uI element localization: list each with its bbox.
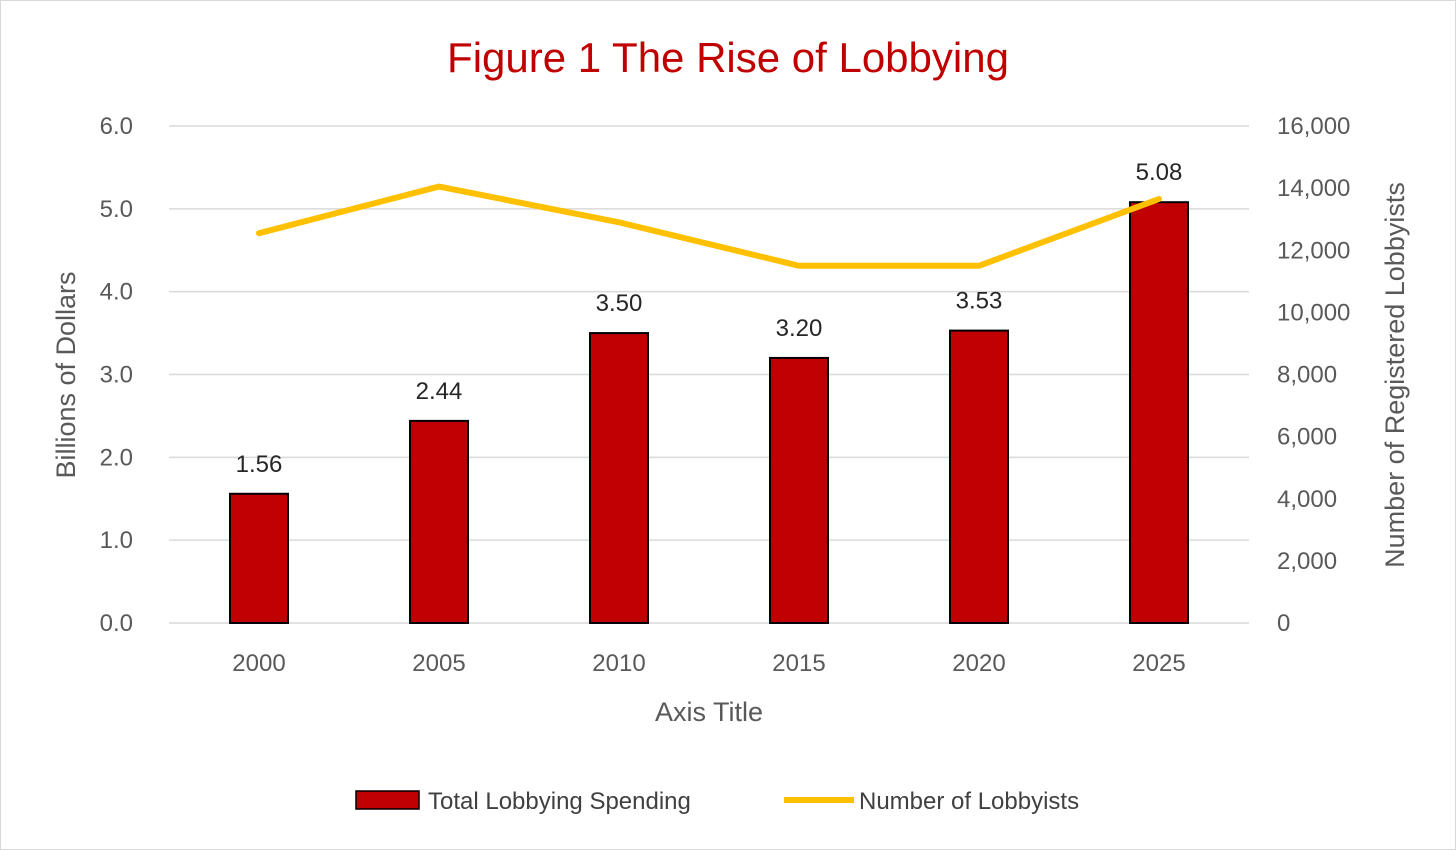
legend-label-lobbyists: Number of Lobbyists [859,788,1079,815]
y-tick-label: 1.0 [100,527,133,554]
y2-tick-label: 0 [1277,610,1290,637]
y2-tick-label: 12,000 [1277,237,1350,264]
y-tick-label: 2.0 [100,444,133,471]
data-label: 3.50 [596,290,643,317]
chart-title: Figure 1 The Rise of Lobbying [447,34,1009,81]
line-point [618,221,620,223]
line-point [1158,198,1160,200]
y-tick-label: 6.0 [100,113,133,140]
y2-axis-ticks: 0 2,000 4,000 6,000 8,000 10,000 12,000 14,000 1… [1277,113,1350,637]
bar-data-labels: 1.56 2.44 3.50 3.20 3.53 5.08 [236,159,1183,478]
x-tick-label: 2010 [592,650,645,677]
line-point [978,265,980,267]
y2-tick-label: 4,000 [1277,486,1337,513]
y2-tick-label: 6,000 [1277,424,1337,451]
x-tick-label: 2015 [772,650,825,677]
legend-item-lobbyists[interactable]: Number of Lobbyists [784,788,1079,815]
data-label: 2.44 [416,378,463,405]
x-tick-label: 2020 [952,650,1005,677]
y2-tick-label: 14,000 [1277,175,1350,202]
line-point [798,265,800,267]
legend-label-spending: Total Lobbying Spending [428,788,691,815]
y-axis-title: Billions of Dollars [51,271,81,478]
x-tick-label: 2005 [412,650,465,677]
y-tick-label: 4.0 [100,279,133,306]
y-axis-ticks: 0.0 1.0 2.0 3.0 4.0 5.0 6.0 [100,113,133,637]
legend: Total Lobbying Spending Number of Lobbyi… [355,788,1079,815]
bar [769,356,829,624]
gridlines [169,125,1249,624]
y2-tick-label: 10,000 [1277,299,1350,326]
legend-swatch-bar [355,790,420,810]
bar [949,329,1009,624]
data-label: 1.56 [236,451,283,478]
y2-tick-label: 16,000 [1277,113,1350,140]
bar-series [229,201,1189,624]
data-label: 3.20 [776,315,823,342]
x-axis-title: Axis Title [655,697,763,727]
line-point [258,232,260,234]
bar [1129,201,1189,624]
bar [589,332,649,624]
line-point [438,186,440,188]
y2-tick-label: 8,000 [1277,362,1337,389]
data-label: 5.08 [1136,159,1183,186]
legend-item-spending[interactable]: Total Lobbying Spending [355,788,691,815]
y2-tick-label: 2,000 [1277,548,1337,575]
bar [409,419,469,624]
line-series [256,183,1162,269]
y-tick-label: 0.0 [100,610,133,637]
x-axis-ticks: 2000 2005 2010 2015 2020 2025 [232,650,1185,677]
y-tick-label: 3.0 [100,362,133,389]
bar [229,492,289,624]
x-tick-label: 2000 [232,650,285,677]
lobbyists-line [256,183,1162,269]
x-tick-label: 2025 [1132,650,1185,677]
y2-axis-title: Number of Registered Lobbyists [1380,182,1410,568]
data-label: 3.53 [956,288,1003,315]
y-tick-label: 5.0 [100,196,133,223]
